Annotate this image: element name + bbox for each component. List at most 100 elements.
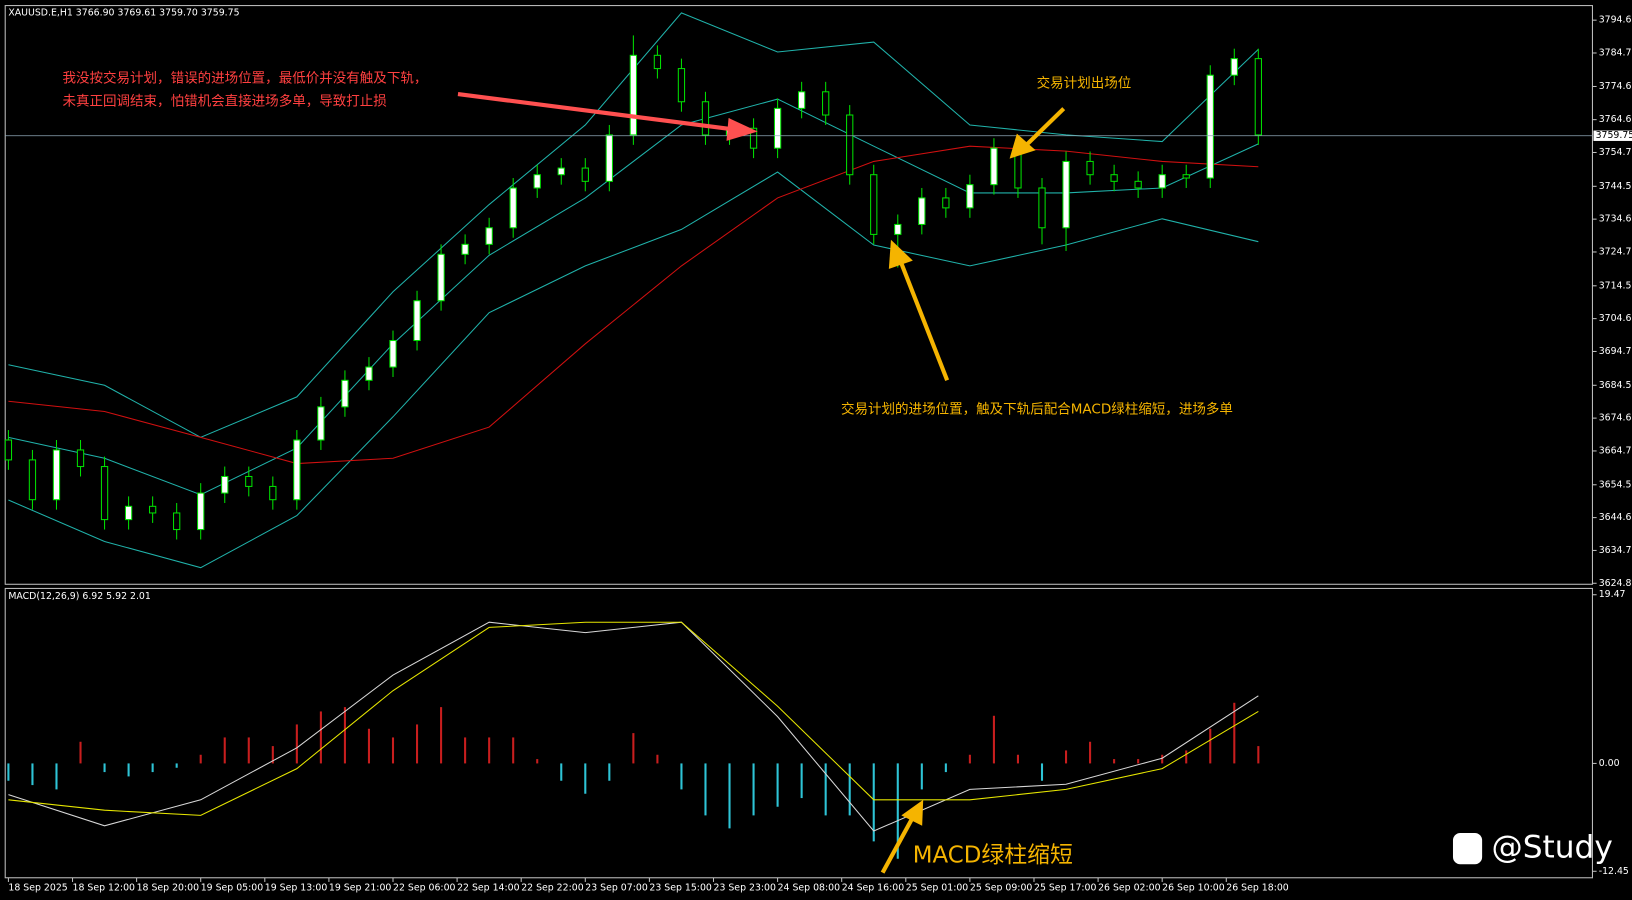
x-tick-label: 24 Sep 16:00 <box>842 883 905 894</box>
candle-body <box>533 174 541 189</box>
candle-body <box>629 54 638 136</box>
y-tick-label: 3654.50 <box>1599 479 1632 490</box>
candle-body <box>749 127 758 149</box>
y-tick-label: 3784.70 <box>1599 47 1632 58</box>
candle-body <box>413 300 421 342</box>
candle-body <box>1230 58 1238 76</box>
arrow <box>457 91 735 132</box>
annotation: 交易计划的进场位置，触及下轨后配合MACD绿柱缩短，进场多单 <box>841 400 1233 417</box>
candle-body <box>52 449 61 501</box>
candle-body <box>437 253 445 302</box>
arrow-head <box>901 799 924 826</box>
arrow-head <box>726 117 758 141</box>
candle-body <box>365 366 373 381</box>
y-tick-label: 3724.70 <box>1599 246 1632 257</box>
candle-body <box>557 167 565 176</box>
x-tick-label: 26 Sep 10:00 <box>1162 883 1225 894</box>
y-tick-label: 3694.70 <box>1599 346 1632 357</box>
candle-body <box>773 107 782 149</box>
x-tick-label: 25 Sep 09:00 <box>970 883 1033 894</box>
candle-body <box>461 243 469 255</box>
candle-body <box>245 475 253 487</box>
candle-body <box>1134 180 1142 189</box>
candle-body <box>894 223 902 235</box>
x-tick-label: 24 Sep 08:00 <box>778 883 841 894</box>
candle-body <box>1062 160 1070 229</box>
candle-body <box>1182 174 1190 179</box>
x-tick-label: 26 Sep 18:00 <box>1226 883 1289 894</box>
y-tick-label: 3634.70 <box>1599 545 1632 556</box>
watermark-icon <box>1452 833 1483 865</box>
candle-body <box>389 339 397 368</box>
y-tick-label: 3754.70 <box>1599 147 1632 158</box>
candle-body <box>822 91 830 116</box>
y-tick-label: 3794.60 <box>1599 15 1632 26</box>
x-tick-label: 22 Sep 22:00 <box>521 883 584 894</box>
arrow <box>898 259 950 382</box>
x-tick-label: 19 Sep 13:00 <box>265 883 328 894</box>
indicator-line <box>8 621 1259 832</box>
x-tick-label: 22 Sep 06:00 <box>393 883 456 894</box>
indicator-line <box>8 621 1259 816</box>
symbol-label: XAUUSD.E,H1 3766.90 3769.61 3759.70 3759… <box>8 7 239 18</box>
annotation: MACD绿柱缩短 <box>913 842 1073 868</box>
candle-body <box>148 505 157 514</box>
candle-body <box>100 466 109 521</box>
annotation: 我没按交易计划，错误的进场位置，最低价并没有触及下轨， <box>62 69 427 86</box>
x-tick-label: 25 Sep 17:00 <box>1034 883 1097 894</box>
x-tick-label: 22 Sep 14:00 <box>457 883 520 894</box>
arrow <box>1023 107 1066 148</box>
y-tick-label: 3644.60 <box>1599 512 1632 523</box>
candle-body <box>701 101 710 136</box>
y-tick-label: 3624.80 <box>1599 578 1632 589</box>
x-tick-label: 18 Sep 2025 <box>8 883 67 894</box>
y-tick-label: 3744.50 <box>1599 181 1632 192</box>
candle-body <box>797 91 806 109</box>
x-tick-label: 18 Sep 12:00 <box>73 883 136 894</box>
candle-body <box>28 459 37 501</box>
y-tick-label: 3734.60 <box>1599 214 1632 225</box>
indicator-line <box>8 171 1259 569</box>
x-tick-label: 18 Sep 20:00 <box>137 883 200 894</box>
candle-body <box>293 439 301 501</box>
x-tick-label: 23 Sep 15:00 <box>649 883 712 894</box>
candle-body <box>1038 187 1046 229</box>
candle-body <box>581 167 589 182</box>
y-tick-label: 3674.60 <box>1599 413 1632 424</box>
candle-body <box>653 54 662 70</box>
y-tick-label: 19.47 <box>1599 589 1626 600</box>
annotation: 交易计划出场位 <box>1037 75 1132 92</box>
candle-body <box>1110 174 1118 182</box>
candle-body <box>1206 74 1214 179</box>
candle-body <box>966 184 974 209</box>
x-tick-label: 19 Sep 05:00 <box>201 883 264 894</box>
main-pane <box>4 5 1593 585</box>
indicator-line <box>8 98 1259 496</box>
candle-body <box>76 449 85 468</box>
candle-body <box>173 512 181 531</box>
candle-body <box>341 379 349 408</box>
candle-body <box>1086 160 1094 176</box>
arrow-head <box>1009 133 1036 159</box>
candle-body <box>221 475 229 494</box>
candle-body <box>124 505 133 521</box>
y-tick-label: 3704.60 <box>1599 313 1632 324</box>
candle-body <box>990 147 998 186</box>
y-tick-label: 3774.60 <box>1599 81 1632 92</box>
y-tick-label: 3714.50 <box>1599 280 1632 291</box>
candle-body <box>1254 58 1262 136</box>
candle-body <box>846 114 854 176</box>
arrow-head <box>888 239 913 269</box>
candle-body <box>509 187 517 229</box>
candle-body <box>269 485 277 501</box>
macd-pane <box>4 587 1593 879</box>
arrows <box>457 91 1066 874</box>
candle-body <box>942 197 950 209</box>
candle-body <box>197 492 205 531</box>
candle-body <box>4 439 13 461</box>
x-tick-label: 23 Sep 07:00 <box>585 883 648 894</box>
watermark: @Study <box>1452 830 1613 866</box>
candle-body <box>485 227 493 245</box>
candle-body <box>1158 174 1166 189</box>
